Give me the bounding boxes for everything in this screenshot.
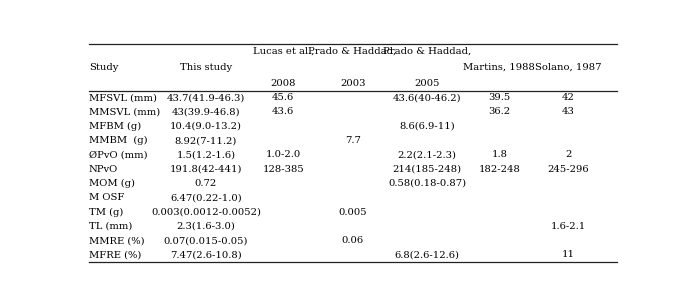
Text: 182-248: 182-248	[478, 165, 520, 174]
Text: 0.005: 0.005	[338, 208, 367, 217]
Text: MFSVL (mm): MFSVL (mm)	[89, 93, 157, 102]
Text: Lucas et al.,: Lucas et al.,	[252, 47, 314, 56]
Text: 2.3(1.6-3.0): 2.3(1.6-3.0)	[177, 222, 235, 231]
Text: 2003: 2003	[340, 79, 365, 88]
Text: TL (mm): TL (mm)	[89, 222, 132, 231]
Text: Prado & Haddad,: Prado & Haddad,	[308, 47, 397, 56]
Text: Study: Study	[89, 63, 118, 72]
Text: 8.6(6.9-11): 8.6(6.9-11)	[399, 122, 455, 131]
Text: 2: 2	[566, 150, 572, 159]
Text: MFRE (%): MFRE (%)	[89, 250, 141, 259]
Text: NPvO: NPvO	[89, 165, 118, 174]
Text: 43.6: 43.6	[272, 108, 294, 116]
Text: 0.58(0.18-0.87): 0.58(0.18-0.87)	[388, 179, 466, 188]
Text: 10.4(9.0-13.2): 10.4(9.0-13.2)	[170, 122, 242, 131]
Text: 8.92(7-11.2): 8.92(7-11.2)	[175, 136, 237, 145]
Text: 7.7: 7.7	[345, 136, 361, 145]
Text: 43.7(41.9-46.3): 43.7(41.9-46.3)	[166, 93, 245, 102]
Text: 1.5(1.2-1.6): 1.5(1.2-1.6)	[176, 150, 235, 159]
Text: Prado & Haddad,: Prado & Haddad,	[383, 47, 471, 56]
Text: TM (g): TM (g)	[89, 208, 123, 217]
Text: Solano, 1987: Solano, 1987	[535, 63, 602, 72]
Text: 11: 11	[562, 250, 575, 259]
Text: 0.003(0.0012-0.0052): 0.003(0.0012-0.0052)	[151, 208, 261, 217]
Text: Martins, 1988: Martins, 1988	[463, 63, 535, 72]
Text: 7.47(2.6-10.8): 7.47(2.6-10.8)	[170, 250, 242, 259]
Text: 45.6: 45.6	[272, 93, 294, 102]
Text: MMBM  (g): MMBM (g)	[89, 136, 147, 145]
Text: 0.72: 0.72	[195, 179, 217, 188]
Text: M OSF: M OSF	[89, 193, 124, 202]
Text: ØPvO (mm): ØPvO (mm)	[89, 150, 147, 159]
Text: 2.2(2.1-2.3): 2.2(2.1-2.3)	[398, 150, 457, 159]
Text: 6.47(0.22-1.0): 6.47(0.22-1.0)	[170, 193, 242, 202]
Text: This study: This study	[180, 63, 232, 72]
Text: 1.0-2.0: 1.0-2.0	[266, 150, 301, 159]
Text: 128-385: 128-385	[262, 165, 304, 174]
Text: 39.5: 39.5	[488, 93, 510, 102]
Text: 0.07(0.015-0.05): 0.07(0.015-0.05)	[164, 236, 248, 245]
Text: 0.06: 0.06	[341, 236, 364, 245]
Text: 36.2: 36.2	[488, 108, 510, 116]
Text: 214(185-248): 214(185-248)	[393, 165, 462, 174]
Text: 43: 43	[562, 108, 575, 116]
Text: MMSVL (mm): MMSVL (mm)	[89, 108, 160, 116]
Text: 42: 42	[562, 93, 575, 102]
Text: 1.8: 1.8	[491, 150, 507, 159]
Text: 6.8(2.6-12.6): 6.8(2.6-12.6)	[395, 250, 460, 259]
Text: 2008: 2008	[270, 79, 296, 88]
Text: 191.8(42-441): 191.8(42-441)	[170, 165, 242, 174]
Text: MMRE (%): MMRE (%)	[89, 236, 144, 245]
Text: MFBM (g): MFBM (g)	[89, 122, 141, 131]
Text: 43.6(40-46.2): 43.6(40-46.2)	[393, 93, 462, 102]
Text: 2005: 2005	[414, 79, 440, 88]
Text: 43(39.9-46.8): 43(39.9-46.8)	[172, 108, 240, 116]
Text: 245-296: 245-296	[548, 165, 590, 174]
Text: MOM (g): MOM (g)	[89, 179, 135, 188]
Text: 1.6-2.1: 1.6-2.1	[551, 222, 586, 231]
